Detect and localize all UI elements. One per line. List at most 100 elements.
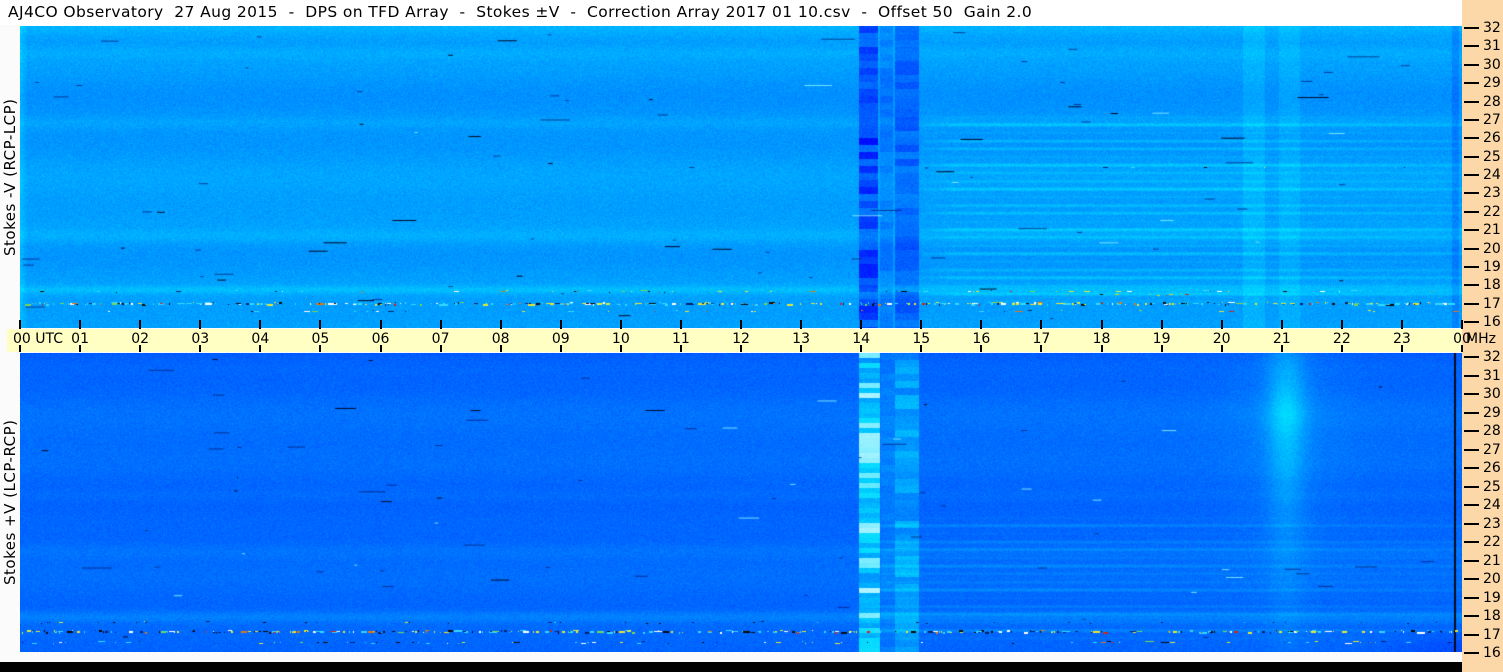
hour-tick [1161, 320, 1163, 329]
time-label: 01 [71, 331, 89, 347]
freq-tick [1464, 192, 1479, 194]
hour-tick [1161, 345, 1163, 352]
hour-tick [1040, 345, 1042, 352]
freq-label: 25 [1483, 149, 1501, 165]
time-label: 10 [611, 331, 630, 347]
freq-label: 28 [1483, 423, 1501, 439]
hour-tick [79, 320, 81, 329]
hour-tick [259, 345, 261, 352]
freq-label: 29 [1483, 405, 1501, 421]
freq-label: 24 [1483, 167, 1501, 183]
hour-tick [79, 345, 81, 352]
time-axis-band [7, 329, 1462, 352]
freq-tick [1464, 430, 1479, 432]
hour-tick [1101, 345, 1103, 352]
freq-tick [1464, 82, 1479, 84]
hour-tick [920, 320, 922, 329]
hour-tick [1401, 345, 1403, 352]
time-label: 05 [311, 331, 330, 347]
freq-tick [1464, 375, 1479, 377]
freq-tick [1464, 266, 1479, 268]
spectrogram-stokes-minus-v [20, 26, 1462, 328]
freq-tick [1464, 303, 1479, 305]
hour-tick [860, 345, 862, 352]
freq-label: 26 [1483, 460, 1501, 476]
freq-label: 19 [1483, 259, 1501, 275]
hour-tick [1341, 345, 1343, 352]
hour-tick [500, 320, 502, 329]
freq-tick [1464, 634, 1479, 636]
hour-tick [1281, 345, 1283, 352]
hour-tick [1101, 320, 1103, 329]
freq-tick [1464, 156, 1479, 158]
hour-tick [680, 320, 682, 329]
hour-tick [980, 320, 982, 329]
freq-tick [1464, 248, 1479, 250]
time-label: 09 [551, 331, 570, 347]
freq-label: 17 [1483, 296, 1501, 312]
hour-tick [1221, 320, 1223, 329]
freq-tick [1464, 541, 1479, 543]
hour-tick [1461, 345, 1463, 352]
hour-tick [620, 320, 622, 329]
time-label: 13 [792, 331, 810, 347]
freq-label: 18 [1483, 277, 1501, 293]
mhz-unit-label: MHz [1466, 331, 1496, 347]
hour-tick [19, 345, 21, 352]
spectrogram-stokes-plus-v [20, 353, 1462, 652]
hour-tick [19, 320, 21, 329]
hour-tick [920, 345, 922, 352]
time-label: 20 [1212, 331, 1231, 347]
freq-label: 20 [1483, 241, 1501, 257]
hour-tick [740, 320, 742, 329]
freq-tick [1464, 523, 1479, 525]
hour-tick [440, 345, 442, 352]
hour-tick [560, 320, 562, 329]
freq-label: 17 [1483, 627, 1501, 643]
freq-label: 23 [1483, 185, 1501, 201]
time-label: 04 [251, 331, 270, 347]
time-label: 15 [912, 331, 931, 347]
time-label: 06 [371, 331, 390, 347]
hour-tick [680, 345, 682, 352]
time-label: 21 [1272, 331, 1291, 347]
hour-tick [1461, 320, 1463, 329]
time-label: 03 [191, 331, 210, 347]
freq-tick [1464, 449, 1479, 451]
freq-label: 22 [1483, 534, 1501, 550]
title-bar: AJ4CO Observatory 27 Aug 2015 - DPS on T… [0, 0, 1462, 25]
freq-label: 23 [1483, 516, 1501, 532]
panel-label-stokes-plus-v: Stokes +V (LCP-RCP) [1, 419, 19, 586]
freq-label: 16 [1483, 314, 1501, 330]
time-label: 16 [972, 331, 991, 347]
freq-label: 20 [1483, 571, 1501, 587]
title-text: AJ4CO Observatory 27 Aug 2015 - DPS on T… [8, 3, 1033, 21]
time-label: 22 [1332, 331, 1351, 347]
hour-tick [319, 345, 321, 352]
freq-label: 32 [1483, 20, 1501, 36]
freq-tick [1464, 615, 1479, 617]
time-label: 17 [1032, 331, 1051, 347]
freq-tick [1464, 412, 1479, 414]
freq-tick [1464, 486, 1479, 488]
freq-label: 18 [1483, 608, 1501, 624]
hour-tick [199, 345, 201, 352]
hour-tick [740, 345, 742, 352]
hour-tick [319, 320, 321, 329]
freq-tick [1464, 652, 1479, 654]
freq-tick [1464, 597, 1479, 599]
hour-tick [1281, 320, 1283, 329]
hour-tick [620, 345, 622, 352]
panel-label-stokes-minus-v: Stokes -V (RCP-LCP) [1, 98, 19, 256]
time-label: 19 [1152, 331, 1171, 347]
freq-label: 21 [1483, 222, 1501, 238]
time-label: 18 [1092, 331, 1111, 347]
time-label: 02 [131, 331, 150, 347]
freq-tick [1464, 211, 1479, 213]
hour-tick [560, 345, 562, 352]
freq-label: 29 [1483, 75, 1501, 91]
freq-tick [1464, 27, 1479, 29]
hour-tick [380, 320, 382, 329]
freq-label: 24 [1483, 497, 1501, 513]
